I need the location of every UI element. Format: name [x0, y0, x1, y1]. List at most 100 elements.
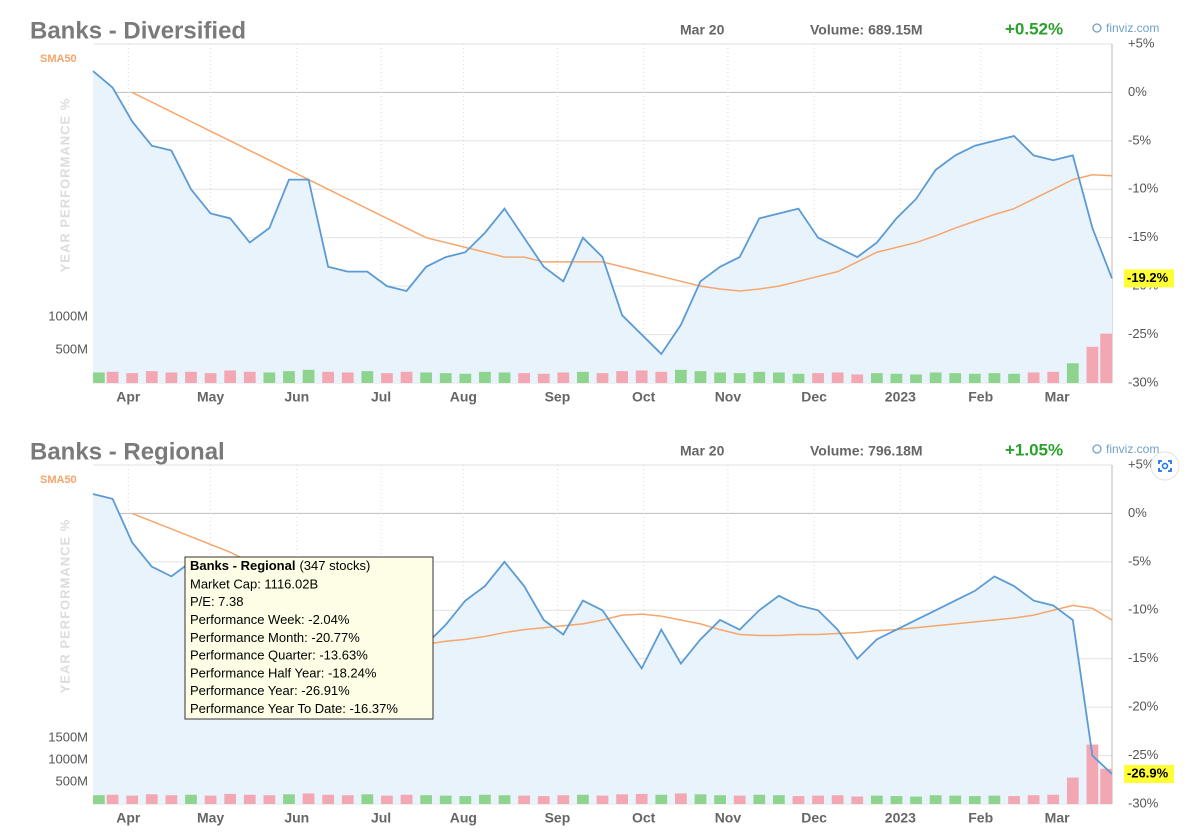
volume-bar	[498, 372, 511, 383]
volume-bar	[890, 796, 903, 804]
y-tick-label: -25%	[1128, 747, 1159, 762]
volume-bar	[439, 373, 452, 383]
volume-bar	[1100, 333, 1112, 383]
last-value-bg	[1124, 269, 1174, 288]
last-value-label: -19.2%	[1127, 270, 1169, 285]
x-tick-label: Jun	[284, 389, 309, 405]
volume-bar	[655, 794, 668, 804]
volume-bar	[753, 371, 766, 383]
x-tick-label: Aug	[450, 810, 477, 826]
y-tick-label: -20%	[1128, 699, 1159, 714]
volume-bar	[498, 795, 511, 804]
volume-bar	[106, 371, 119, 383]
y-tick-label: -10%	[1128, 602, 1159, 617]
volume-bar	[616, 371, 628, 383]
volume-bar	[831, 795, 844, 804]
volume-bar	[283, 794, 295, 804]
volume-bar	[812, 795, 824, 804]
volume-bar	[341, 795, 354, 804]
volume-bar	[929, 372, 942, 383]
volume: Volume: 796.18M	[810, 443, 923, 459]
tooltip-line: Market Cap: 1116.02B	[190, 576, 318, 591]
x-tick-label: Mar	[1045, 810, 1070, 826]
volume-bar	[243, 794, 256, 804]
icon-bg[interactable]	[1150, 451, 1180, 481]
volume-bar	[1047, 794, 1060, 804]
volume-bar	[1086, 346, 1099, 383]
volume-bar	[753, 794, 766, 804]
volume-bar	[224, 793, 237, 804]
y-tick-label: 0%	[1128, 84, 1147, 99]
tooltip-name: Banks - Regional	[190, 558, 295, 573]
volume-bar	[772, 795, 785, 804]
volume-bar	[93, 372, 105, 383]
volume-bar	[302, 793, 315, 804]
volume-bar	[1027, 372, 1040, 383]
x-tick-label: Feb	[968, 810, 993, 826]
performance-line	[92, 70, 1113, 356]
y-axis-label: YEAR PERFORMANCE %	[57, 519, 72, 694]
tooltip-count: (347 stocks)	[299, 558, 370, 573]
y-tick-label: -15%	[1128, 650, 1159, 665]
volume-bar	[577, 794, 589, 804]
x-tick-label: Jul	[371, 810, 391, 826]
x-tick-label: Dec	[801, 389, 827, 405]
volume-bar	[792, 373, 805, 383]
volume-bar	[204, 795, 217, 804]
volume-bar	[459, 373, 472, 383]
volume-bar	[1100, 768, 1112, 804]
y-tick-label: -10%	[1128, 181, 1159, 196]
last-value-bg	[1124, 764, 1174, 783]
volume-bar	[890, 373, 903, 383]
volume-bar	[577, 371, 589, 383]
y-tick-label: 0%	[1128, 505, 1147, 520]
volume-bar	[812, 373, 824, 383]
volume-bar	[243, 371, 256, 383]
x-tick-label: Oct	[632, 389, 656, 405]
volume-bar	[968, 373, 981, 383]
tooltip-line: Performance Year To Date: -16.37%	[190, 701, 398, 716]
x-tick-label: 2023	[885, 810, 916, 826]
icon-dot	[1161, 462, 1169, 470]
volume-bar	[361, 794, 374, 804]
icon-glyph	[1158, 460, 1172, 472]
volume-bar	[400, 371, 413, 383]
y-tick-label: -30%	[1128, 374, 1159, 389]
volume-bar	[870, 795, 883, 804]
volume-bar	[185, 371, 197, 383]
source-icon	[1092, 444, 1102, 454]
volume-bar	[263, 372, 276, 383]
volume-bar	[93, 795, 105, 804]
tooltip-box	[184, 556, 434, 720]
volume-bar	[518, 795, 530, 804]
volume-bar	[518, 373, 530, 383]
volume-bar	[988, 795, 1001, 804]
scan-icon[interactable]	[1150, 451, 1180, 481]
volume-bar	[106, 794, 119, 804]
change: +1.05%	[1005, 440, 1063, 459]
volume-bar	[1066, 777, 1079, 804]
volume-bar	[870, 373, 883, 383]
y-tick-label: -5%	[1128, 553, 1152, 568]
volume-bar	[694, 794, 707, 804]
x-tick-label: May	[197, 810, 224, 826]
x-tick-label: 2023	[885, 389, 916, 405]
volume-bar	[694, 371, 707, 383]
volume-bar	[420, 372, 433, 383]
volume-bar	[1066, 363, 1079, 383]
volume-bar	[341, 372, 354, 383]
volume-bar	[165, 372, 178, 383]
source: finviz.com	[1106, 21, 1159, 35]
volume-bar	[733, 795, 746, 804]
volume-bar	[910, 796, 922, 804]
volume-bar	[988, 373, 1001, 383]
volume-bar	[1008, 796, 1020, 804]
volume-bar	[635, 370, 648, 383]
volume: Volume: 689.15M	[810, 22, 923, 38]
volume-bar	[537, 796, 550, 804]
x-tick-label: Dec	[801, 810, 827, 826]
volume-bar	[537, 373, 550, 383]
volume-bar	[968, 796, 981, 804]
tooltip-line: P/E: 7.38	[190, 594, 243, 609]
